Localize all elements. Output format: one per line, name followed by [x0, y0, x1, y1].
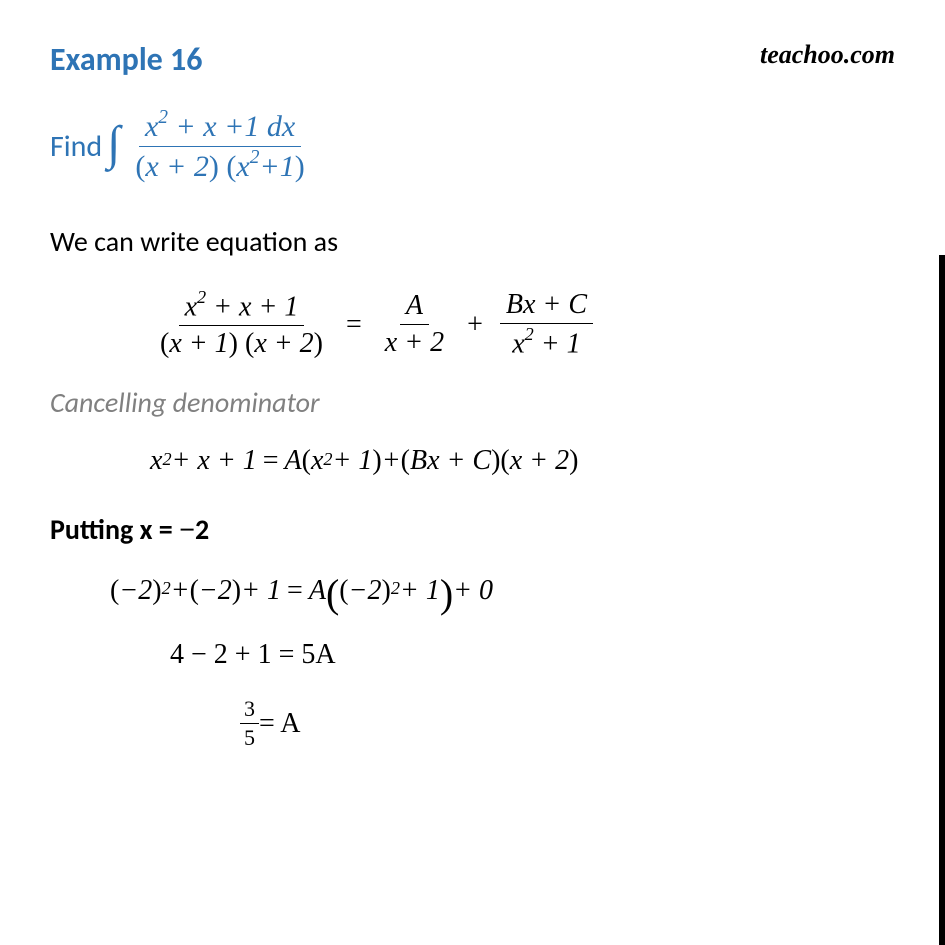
- step2-text: Cancelling denominator: [50, 385, 895, 420]
- right-border: [939, 255, 945, 945]
- watermark: teachoo.com: [760, 40, 895, 70]
- pf-rhs2: Bx + C x2 + 1: [500, 289, 593, 360]
- pf-rhs2-den: x2 + 1: [506, 324, 586, 360]
- integrand-numerator: x2 + x +1 dx: [139, 109, 301, 147]
- eq2: x2 + x + 1 = A(x2 + 1) + (Bx + C) (x + 2…: [50, 445, 895, 477]
- example-title: Example 16: [50, 40, 202, 79]
- integral-sign: ∫: [107, 116, 120, 171]
- eq5-rhs: = A: [259, 708, 300, 740]
- problem-statement: Find ∫ x2 + x +1 dx (x + 2) (x2+1): [50, 109, 895, 184]
- header: Example 16 teachoo.com: [50, 40, 895, 79]
- integrand-denominator: (x + 2) (x2+1): [129, 147, 310, 184]
- eq5-num: 3: [240, 696, 259, 724]
- eq5-frac: 3 5: [240, 696, 259, 751]
- step3-heading: Putting x = −2: [50, 512, 895, 547]
- find-label: Find: [50, 128, 102, 165]
- pf-lhs-num: x2 + x + 1: [179, 289, 305, 326]
- partial-fraction-setup: x2 + x + 1 (x + 1) (x + 2) = A x + 2 + B…: [50, 289, 895, 360]
- pf-lhs: x2 + x + 1 (x + 1) (x + 2): [154, 289, 329, 360]
- pf-rhs1: A x + 2: [379, 290, 450, 359]
- pf-rhs2-num: Bx + C: [500, 289, 593, 324]
- step1-text: We can write equation as: [50, 224, 895, 259]
- plus-1: +: [460, 309, 490, 341]
- eq5: 3 5 = A: [50, 696, 895, 751]
- equals-1: =: [339, 309, 369, 341]
- pf-rhs1-den: x + 2: [379, 325, 450, 359]
- integrand-fraction: x2 + x +1 dx (x + 2) (x2+1): [129, 109, 310, 184]
- eq3: (−2)2 + (−2) + 1 = A((−2)2 + 1) + 0: [50, 567, 895, 614]
- pf-rhs1-num: A: [400, 290, 429, 325]
- eq5-den: 5: [240, 724, 259, 751]
- pf-lhs-den: (x + 1) (x + 2): [154, 326, 329, 360]
- eq4: 4 − 2 + 1 = 5A: [50, 639, 895, 671]
